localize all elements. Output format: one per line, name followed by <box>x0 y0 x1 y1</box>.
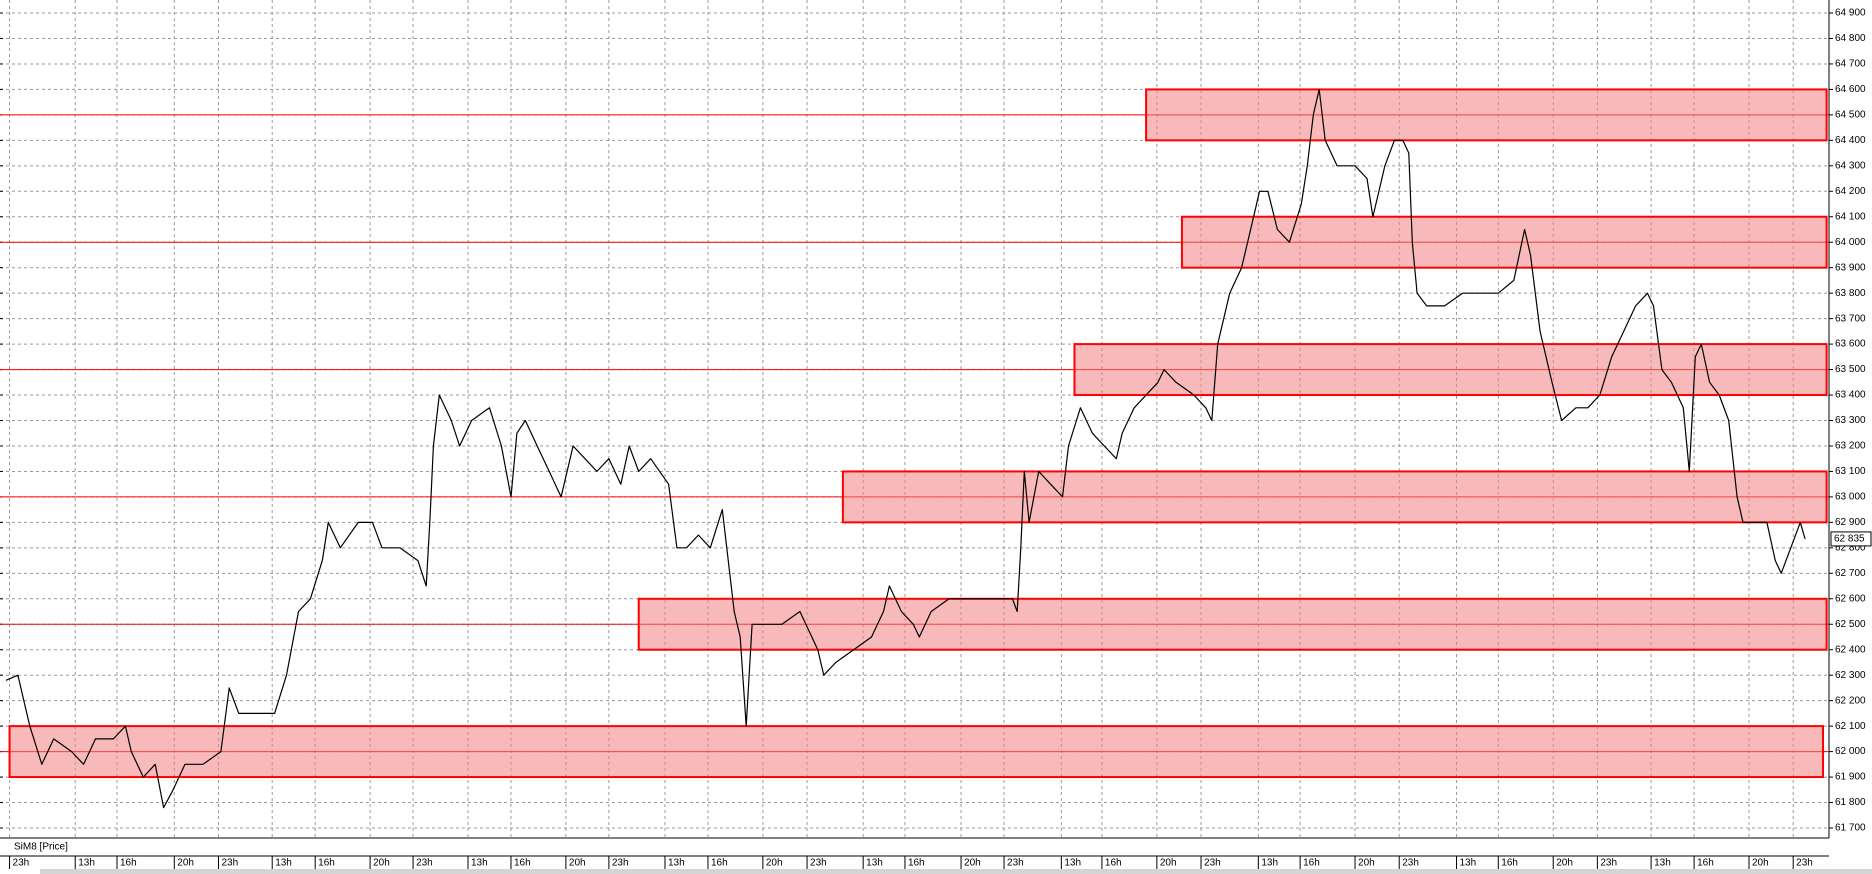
y-tick-label: 63 800 <box>1835 288 1866 299</box>
y-tick-label: 63 000 <box>1835 492 1866 503</box>
y-tick-label: 64 200 <box>1835 186 1866 197</box>
y-tick-label: 62 600 <box>1835 593 1866 604</box>
x-tick-label: 13h <box>275 858 292 869</box>
x-tick-label: 16h <box>120 858 137 869</box>
y-tick-label: 62 700 <box>1835 568 1866 579</box>
x-tick-label: 13h <box>1064 858 1081 869</box>
x-tick-label: 13h <box>78 858 95 869</box>
y-tick-label: 63 300 <box>1835 415 1866 426</box>
y-tick-label: 62 800 <box>1835 542 1866 553</box>
y-tick-label: 62 400 <box>1835 644 1866 655</box>
x-tick-label: 20h <box>569 858 586 869</box>
last-price-box <box>1830 531 1872 547</box>
zone <box>1145 88 1828 142</box>
x-tick-label: 16h <box>1303 858 1320 869</box>
x-tick-label: 16h <box>711 858 728 869</box>
zone <box>637 597 1828 651</box>
x-tick-label: 20h <box>1160 858 1177 869</box>
y-tick-label: 64 900 <box>1835 8 1866 19</box>
y-tick-label: 64 800 <box>1835 33 1866 44</box>
y-tick-label: 62 500 <box>1835 619 1866 630</box>
x-tick-label: 16h <box>1501 858 1518 869</box>
y-tick-label: 64 500 <box>1835 110 1866 121</box>
x-tick-label: 20h <box>1358 858 1375 869</box>
y-tick-label: 63 200 <box>1835 441 1866 452</box>
y-tick-label: 63 400 <box>1835 390 1866 401</box>
x-tick-label: 23h <box>1007 858 1024 869</box>
x-tick-label: 23h <box>13 858 30 869</box>
y-tick-label: 63 600 <box>1835 339 1866 350</box>
y-tick-label: 64 700 <box>1835 59 1866 70</box>
x-tick-label: 20h <box>1752 858 1769 869</box>
y-tick-label: 62 200 <box>1835 695 1866 706</box>
x-tick-label: 23h <box>416 858 433 869</box>
x-tick-label: 13h <box>1654 858 1671 869</box>
zone <box>1073 343 1828 397</box>
y-tick-label: 63 900 <box>1835 262 1866 273</box>
y-tick-label: 61 900 <box>1835 772 1866 783</box>
x-tick-label: 16h <box>318 858 335 869</box>
y-tick-label: 64 000 <box>1835 237 1866 248</box>
x-tick-label: 20h <box>1556 858 1573 869</box>
series-label: SiM8 [Price] <box>14 842 68 853</box>
y-tick-label: 63 500 <box>1835 364 1866 375</box>
x-tick-label: 13h <box>866 858 883 869</box>
y-tick-label: 63 100 <box>1835 466 1866 477</box>
x-tick-label: 23h <box>221 858 238 869</box>
y-tick-label: 61 700 <box>1835 823 1866 834</box>
x-tick-label: 20h <box>373 858 390 869</box>
last-price-label: 62 835 <box>1834 534 1865 545</box>
x-tick-label: 16h <box>514 858 531 869</box>
y-tick-label: 64 100 <box>1835 211 1866 222</box>
y-tick-label: 62 300 <box>1835 670 1866 681</box>
y-tick-label: 62 000 <box>1835 746 1866 757</box>
y-tick-label: 62 900 <box>1835 517 1866 528</box>
x-tick-label: 23h <box>612 858 629 869</box>
y-tick-label: 61 800 <box>1835 797 1866 808</box>
x-tick-label: 23h <box>1204 858 1221 869</box>
y-tick-label: 64 300 <box>1835 160 1866 171</box>
x-tick-label: 23h <box>1796 858 1813 869</box>
x-tick-label: 13h <box>471 858 488 869</box>
x-tick-label: 13h <box>668 858 685 869</box>
zone <box>8 725 1825 779</box>
x-tick-label: 20h <box>177 858 194 869</box>
y-tick-label: 63 700 <box>1835 313 1866 324</box>
x-tick-label: 13h <box>1460 858 1477 869</box>
x-tick-label: 20h <box>766 858 783 869</box>
x-tick-label: 23h <box>1600 858 1617 869</box>
x-tick-label: 23h <box>1402 858 1419 869</box>
zone <box>1180 215 1828 269</box>
x-tick-label: 16h <box>908 858 925 869</box>
x-tick-label: 16h <box>1105 858 1122 869</box>
x-tick-label: 20h <box>964 858 981 869</box>
price-line <box>5 88 1806 809</box>
zone <box>841 470 1828 524</box>
y-tick-label: 62 100 <box>1835 721 1866 732</box>
scrollbar[interactable] <box>40 869 1872 874</box>
y-tick-label: 64 600 <box>1835 84 1866 95</box>
y-tick-label: 64 400 <box>1835 135 1866 146</box>
x-tick-label: 16h <box>1697 858 1714 869</box>
x-tick-label: 13h <box>1261 858 1278 869</box>
x-tick-label: 23h <box>810 858 827 869</box>
